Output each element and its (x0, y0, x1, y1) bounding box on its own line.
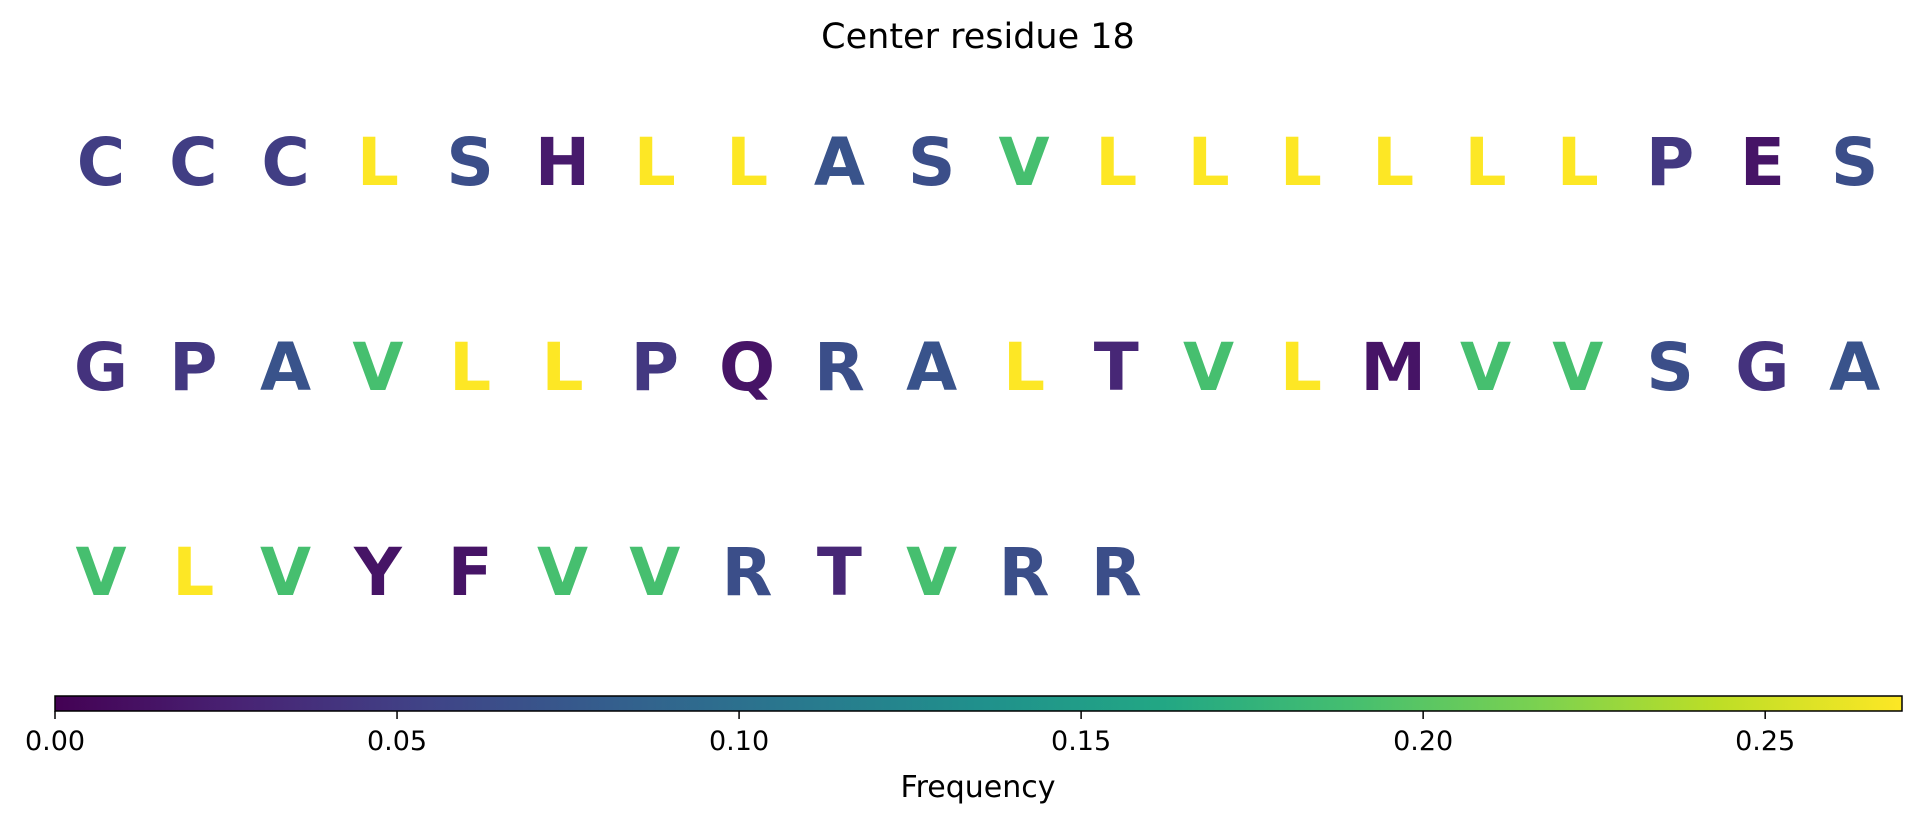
chart-title: Center residue 18 (821, 17, 1135, 57)
residue-letter: L (541, 329, 583, 406)
residue-letter: H (535, 124, 590, 201)
residue-letter: M (1360, 329, 1426, 406)
residue-letter: L (1003, 329, 1045, 406)
residue-letter: V (1460, 329, 1511, 406)
residue-letter: L (172, 534, 214, 611)
residue-letter: V (537, 534, 588, 611)
residue-letter: L (449, 329, 491, 406)
residue-letter: L (1280, 329, 1322, 406)
residue-letter: V (629, 534, 680, 611)
residue-letter: L (1372, 124, 1414, 201)
colorbar: 0.00 0.05 0.10 0.15 0.20 0.25 Frequency (25, 695, 1903, 805)
residue-letter: S (1831, 124, 1879, 201)
residue-letter: L (1095, 124, 1137, 201)
residue-letter: V (352, 329, 403, 406)
colorbar-tick-label: 0.10 (709, 726, 769, 757)
residue-letter: V (1183, 329, 1234, 406)
residue-letter: A (1829, 329, 1880, 406)
residue-letter: A (814, 124, 865, 201)
residues-group: C C C L S H L L A S V L L L L L L P E SG P A V L L P Q R A L T V L M V V S G A… (74, 124, 1880, 611)
residue-letter: R (814, 329, 865, 406)
residue-letter: L (726, 124, 768, 201)
residue-letter: V (1552, 329, 1603, 406)
residue-letter: S (908, 124, 956, 201)
colorbar-tick-label: 0.15 (1051, 726, 1111, 757)
residue-letter: V (906, 534, 957, 611)
residue-letter: L (1280, 124, 1322, 201)
residue-letter: A (906, 329, 957, 406)
residue-letter: V (998, 124, 1049, 201)
colorbar-ticks: 0.00 0.05 0.10 0.15 0.20 0.25 (25, 711, 1795, 757)
residue-letter: R (722, 534, 773, 611)
residue-letter: L (634, 124, 676, 201)
residue-letter: P (1646, 124, 1694, 201)
residue-letter: T (817, 534, 862, 611)
residue-letter: G (1735, 329, 1789, 406)
residue-letter: R (999, 534, 1050, 611)
residue-letter: L (1557, 124, 1599, 201)
residue-letter: V (75, 534, 126, 611)
residue-letter: C (261, 124, 309, 201)
residue-letter: L (1464, 124, 1506, 201)
residue-letter: T (1094, 329, 1139, 406)
residue-letter: L (1188, 124, 1230, 201)
residue-letter: G (74, 329, 128, 406)
residue-letter: A (260, 329, 311, 406)
colorbar-tick-label: 0.25 (1735, 726, 1795, 757)
colorbar-tick-label: 0.20 (1393, 726, 1453, 757)
residue-letter: R (1091, 534, 1142, 611)
residue-letter: P (631, 329, 679, 406)
residue-letter: P (169, 329, 217, 406)
colorbar-tick-label: 0.05 (367, 726, 427, 757)
residue-letter: S (1646, 329, 1694, 406)
residue-letter: S (446, 124, 494, 201)
residue-letter: Y (353, 534, 403, 611)
residue-letter: V (260, 534, 311, 611)
colorbar-label: Frequency (901, 770, 1056, 805)
residue-letter: Q (719, 329, 775, 406)
residue-letter: L (357, 124, 399, 201)
colorbar-tick-label: 0.00 (25, 726, 85, 757)
residue-letter: F (448, 534, 493, 611)
residue-letter: C (169, 124, 217, 201)
colorbar-gradient (54, 695, 1903, 712)
residue-letter: E (1740, 124, 1785, 201)
residue-letter: C (77, 124, 125, 201)
